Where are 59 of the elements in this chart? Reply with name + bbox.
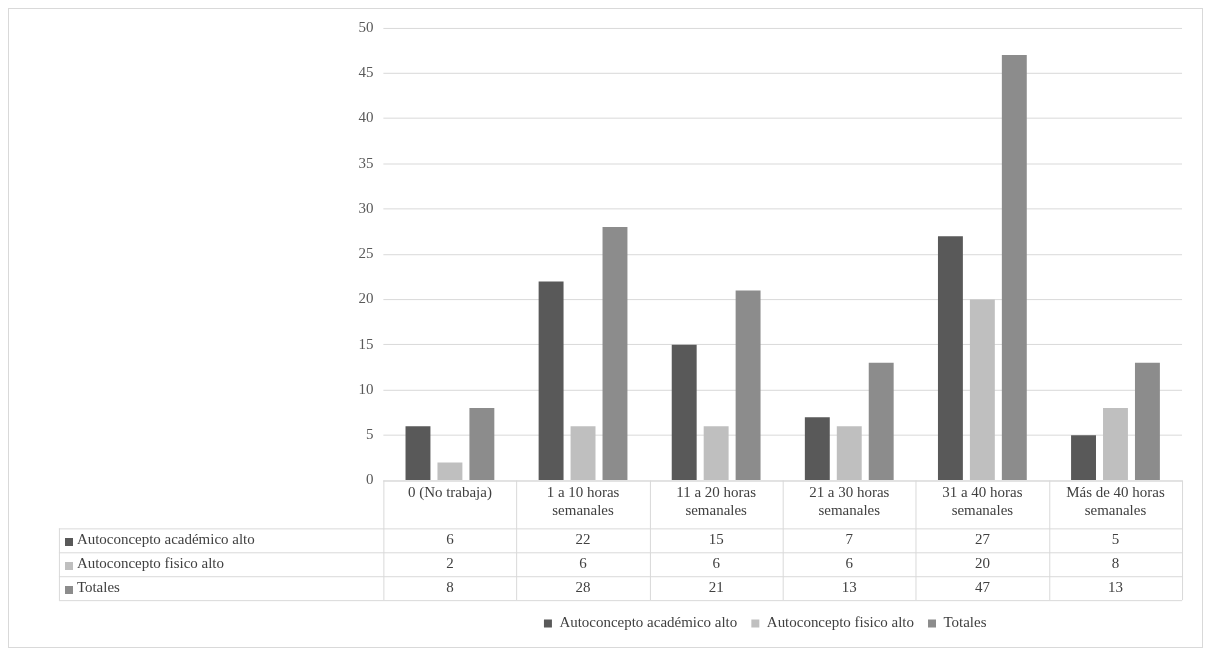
text: Totales — [76, 579, 120, 596]
data-label: 6 — [579, 555, 588, 572]
legend-label: Totales — [943, 614, 987, 631]
y-tick-label: 35 — [358, 154, 374, 171]
bar — [570, 426, 596, 481]
data-label: 13 — [841, 579, 857, 596]
y-tick-label: 0 — [365, 471, 374, 488]
data-label: 8 — [446, 579, 454, 596]
x-tick-label: Más de 40 horas semanales — [1066, 484, 1165, 519]
text: Autoconcepto académico alto — [76, 531, 255, 548]
y-tick-label: 30 — [358, 199, 374, 216]
bar — [1001, 55, 1027, 481]
data-label: 6 — [845, 555, 854, 572]
data-label: 7 — [845, 531, 854, 548]
x-tick-label: 11 a 20 horas semanales — [676, 484, 757, 519]
data-label: 47 — [974, 579, 991, 596]
data-label: 20 — [974, 555, 990, 572]
bar — [1134, 362, 1160, 481]
bar — [602, 227, 628, 481]
data-label: 21 — [708, 579, 724, 596]
bar — [671, 344, 697, 481]
data-label: 28 — [575, 579, 591, 596]
data-label: 6 — [712, 555, 721, 572]
bar — [538, 281, 564, 481]
x-tick-label: 0 (No trabaja) — [407, 484, 492, 502]
x-tick-label: 1 a 10 horas semanales — [546, 484, 620, 519]
y-tick-label: 20 — [358, 290, 374, 307]
bar — [1103, 408, 1128, 481]
legend-label: Autoconcepto académico alto — [559, 614, 738, 631]
bar — [437, 462, 463, 481]
bar — [735, 290, 761, 481]
y-tick-label: 10 — [358, 380, 374, 397]
y-tick-label: 40 — [358, 109, 374, 126]
bar — [969, 299, 995, 481]
y-tick-label: 45 — [358, 64, 374, 81]
x-tick-label: 31 a 40 horas semanales — [942, 484, 1023, 519]
data-label: 22 — [575, 531, 591, 548]
data-label: 15 — [708, 531, 724, 548]
data-label: 8 — [1111, 555, 1120, 572]
bar — [868, 362, 894, 481]
bar — [469, 408, 495, 481]
y-tick-label: 50 — [358, 18, 374, 35]
bar — [405, 426, 431, 481]
bar — [804, 417, 830, 481]
x-tick-label: 21 a 30 horas semanales — [809, 484, 890, 519]
y-tick-label: 5 — [365, 426, 374, 443]
bar — [703, 426, 729, 481]
bar — [1071, 435, 1096, 481]
y-tick-label: 25 — [358, 245, 374, 262]
legend-label: Autoconcepto fisico alto — [766, 614, 914, 631]
text: Autoconcepto fisico alto — [76, 555, 224, 572]
data-label: 27 — [974, 531, 991, 548]
y-tick-label: 15 — [358, 335, 374, 352]
data-label: 13 — [1108, 579, 1123, 596]
data-label: 2 — [446, 555, 454, 572]
bar — [836, 426, 862, 481]
data-label: 5 — [1111, 531, 1120, 548]
bar — [937, 236, 963, 481]
data-label: 6 — [446, 531, 455, 548]
